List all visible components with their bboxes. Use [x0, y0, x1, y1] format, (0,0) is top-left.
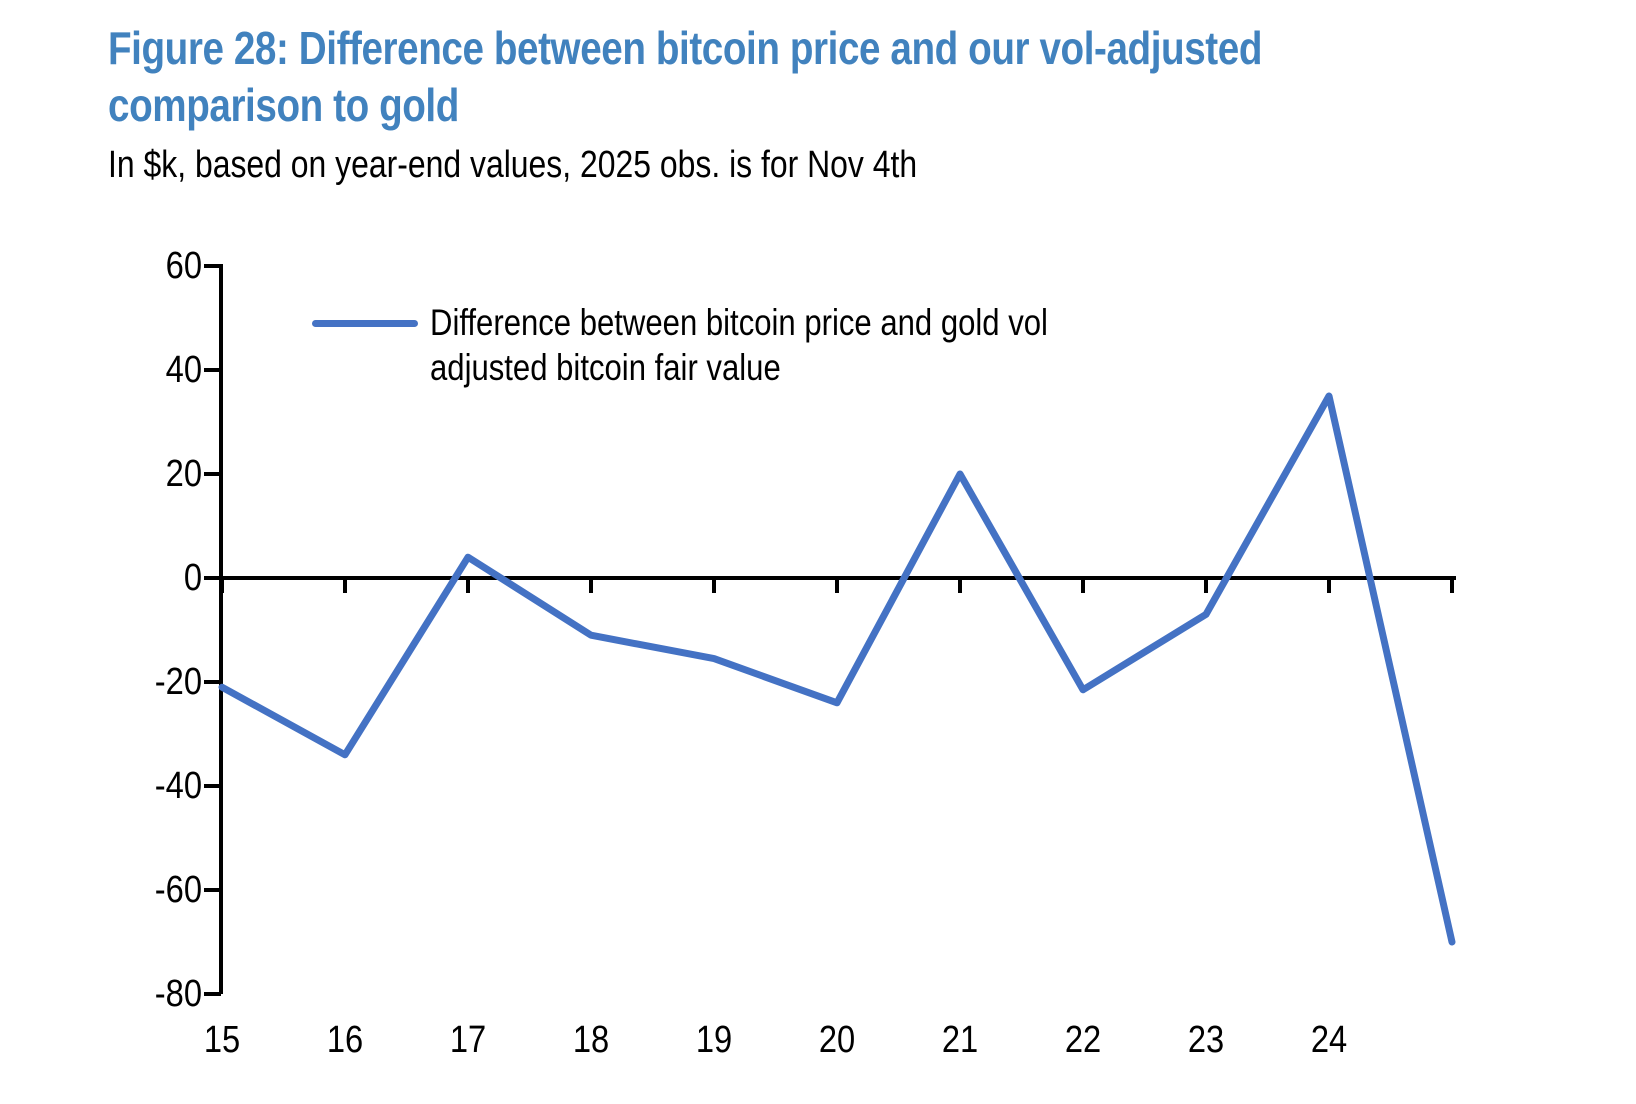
- y-axis-tick-label: 40: [165, 349, 202, 391]
- y-axis-tick-label: 20: [165, 453, 202, 495]
- x-axis-tick-label: 24: [1310, 1019, 1348, 1061]
- legend-line-swatch: [312, 320, 418, 327]
- x-axis-tick-label: 19: [695, 1019, 733, 1061]
- legend-label-line2: adjusted bitcoin fair value: [430, 347, 781, 388]
- x-axis-tick-label: 20: [818, 1019, 856, 1061]
- y-axis-tick-label: 0: [183, 557, 202, 599]
- figure-title-line1: Figure 28: Difference between bitcoin pr…: [108, 22, 1263, 74]
- x-axis-tick-label: 23: [1187, 1019, 1225, 1061]
- y-axis-tick-label: -20: [154, 661, 202, 703]
- figure-title-line2: comparison to gold: [108, 79, 459, 131]
- legend-label: Difference between bitcoin price and gol…: [430, 300, 1048, 390]
- y-axis-tick-label: -60: [154, 869, 202, 911]
- chart-legend: Difference between bitcoin price and gol…: [312, 300, 1166, 390]
- x-axis-tick-label: 22: [1064, 1019, 1102, 1061]
- x-axis-tick-label: 18: [572, 1019, 610, 1061]
- y-axis-tick-label: -80: [154, 973, 202, 1015]
- legend-label-line1: Difference between bitcoin price and gol…: [430, 302, 1048, 343]
- figure-title: Figure 28: Difference between bitcoin pr…: [108, 20, 1262, 134]
- y-axis-tick-label: 60: [165, 245, 202, 287]
- x-axis-tick-label: 15: [203, 1019, 241, 1061]
- y-axis-tick-label: -40: [154, 765, 202, 807]
- series-line-difference: [218, 392, 1456, 946]
- x-axis-tick-label: 16: [326, 1019, 364, 1061]
- x-axis-tick-label: 17: [449, 1019, 487, 1061]
- figure-subtitle: In $k, based on year-end values, 2025 ob…: [108, 144, 918, 186]
- x-axis-tick-label: 21: [941, 1019, 979, 1061]
